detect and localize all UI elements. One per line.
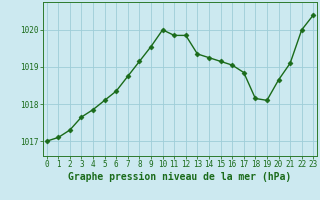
X-axis label: Graphe pression niveau de la mer (hPa): Graphe pression niveau de la mer (hPa) [68,172,292,182]
